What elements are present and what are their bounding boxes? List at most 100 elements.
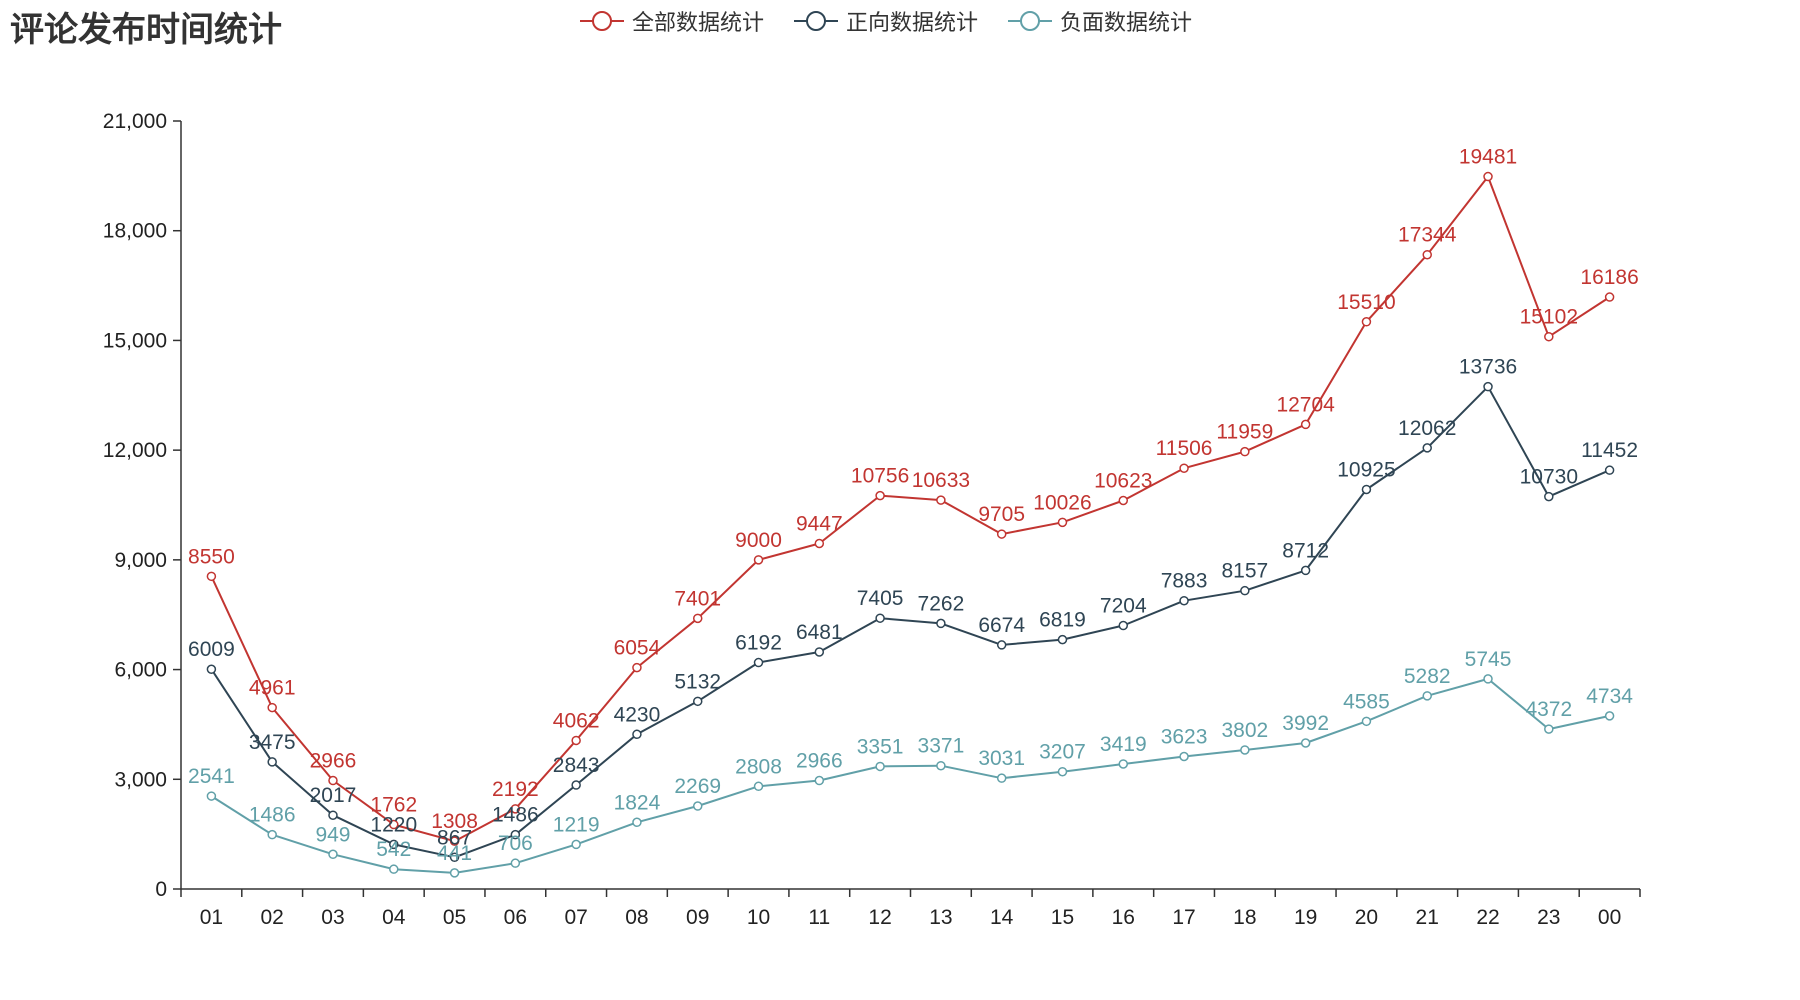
data-label: 3623 — [1161, 726, 1208, 749]
series-line-2 — [210, 385, 1610, 859]
x-tick-label: 02 — [261, 906, 284, 929]
data-label: 10026 — [1033, 491, 1091, 514]
data-point — [692, 696, 703, 707]
data-point — [875, 613, 885, 623]
legend-item-negative[interactable]: 负面数据统计 — [1008, 5, 1192, 37]
data-label: 10756 — [851, 465, 909, 488]
series-line-3 — [210, 677, 1610, 874]
data-point — [328, 775, 338, 786]
x-tick-label: 01 — [200, 906, 223, 929]
data-label: 10633 — [912, 469, 970, 492]
data-label: 4734 — [1586, 685, 1633, 708]
data-label: 12062 — [1398, 417, 1456, 440]
data-label: 3475 — [249, 731, 296, 754]
data-point — [814, 538, 825, 549]
data-label: 5282 — [1404, 665, 1451, 688]
data-label: 15102 — [1520, 306, 1578, 329]
x-tick-label: 20 — [1355, 906, 1378, 929]
data-label: 4062 — [553, 709, 600, 732]
data-label: 7262 — [918, 592, 965, 615]
series-line-1 — [210, 175, 1611, 843]
x-tick-label: 10 — [747, 906, 770, 929]
data-label: 2541 — [188, 765, 235, 788]
data-label: 1219 — [553, 813, 600, 836]
data-point — [1361, 716, 1372, 727]
data-label: 7405 — [857, 587, 904, 610]
data-point — [206, 571, 217, 582]
data-point — [1057, 766, 1068, 777]
data-label: 2966 — [310, 750, 357, 773]
data-point — [267, 757, 277, 767]
x-tick-label: 00 — [1598, 906, 1621, 929]
data-label: 9447 — [796, 513, 843, 536]
data-label: 6009 — [188, 638, 235, 661]
data-label: 8712 — [1282, 539, 1329, 562]
data-label: 5745 — [1465, 648, 1512, 671]
data-point — [1300, 419, 1311, 430]
data-point — [449, 852, 460, 863]
legend-label-negative: 负面数据统计 — [1060, 11, 1193, 36]
legend-line-circle-icon — [794, 11, 839, 31]
data-label: 7401 — [674, 587, 721, 610]
legend-line-circle-icon — [1008, 11, 1053, 31]
data-point — [753, 781, 764, 792]
y-tick-label: 18,000 — [103, 220, 167, 243]
data-label: 4585 — [1343, 690, 1390, 713]
data-point — [328, 849, 338, 860]
y-tick-label: 6,000 — [114, 659, 167, 682]
data-point — [1604, 292, 1615, 302]
data-point — [206, 791, 217, 801]
data-point — [1544, 724, 1554, 734]
x-tick-label: 18 — [1233, 906, 1256, 929]
data-point — [389, 819, 399, 830]
data-point — [814, 775, 825, 786]
legend-item-all[interactable]: 全部数据统计 — [580, 5, 764, 37]
data-label: 3371 — [918, 735, 965, 758]
data-point — [1300, 738, 1311, 748]
data-label: 13736 — [1459, 356, 1517, 379]
data-point — [571, 780, 581, 790]
x-tick-label: 22 — [1476, 906, 1499, 929]
data-point — [1361, 317, 1372, 327]
data-point — [632, 817, 642, 828]
data-label: 1824 — [614, 791, 661, 814]
legend-item-positive[interactable]: 正向数据统计 — [794, 5, 978, 37]
data-label: 1486 — [492, 804, 539, 827]
data-label: 11506 — [1156, 437, 1213, 460]
data-label: 11452 — [1581, 439, 1638, 462]
data-point — [1422, 249, 1432, 260]
data-point — [571, 839, 581, 850]
data-label: 2192 — [492, 778, 539, 801]
legend-line-circle-icon — [580, 11, 624, 31]
data-label: 8550 — [188, 545, 235, 568]
data-point — [571, 735, 581, 746]
data-label: 441 — [437, 842, 472, 865]
x-tick-label: 17 — [1172, 906, 1195, 929]
data-point — [1240, 585, 1250, 596]
x-tick-label: 23 — [1537, 906, 1560, 929]
data-point — [1179, 463, 1189, 473]
data-point — [1240, 745, 1250, 755]
data-label: 16186 — [1580, 266, 1638, 289]
data-point — [1179, 595, 1189, 606]
data-label: 949 — [315, 823, 350, 846]
data-point — [632, 662, 642, 673]
x-tick-label: 16 — [1112, 906, 1135, 929]
data-point — [1483, 171, 1493, 182]
data-point — [1118, 495, 1129, 506]
data-label: 2966 — [796, 750, 843, 773]
y-tick-label: 0 — [155, 878, 167, 901]
data-point — [753, 657, 764, 668]
data-point — [753, 555, 764, 565]
data-label: 6674 — [978, 614, 1025, 637]
data-point — [510, 858, 521, 868]
data-label: 706 — [498, 832, 533, 855]
data-point — [510, 829, 521, 840]
x-tick-label: 07 — [564, 906, 587, 929]
data-point — [875, 761, 885, 772]
data-label: 12704 — [1276, 393, 1335, 416]
data-label: 2017 — [310, 784, 357, 807]
data-point — [1604, 465, 1615, 475]
data-label: 3031 — [978, 747, 1025, 770]
data-point — [1118, 620, 1129, 631]
